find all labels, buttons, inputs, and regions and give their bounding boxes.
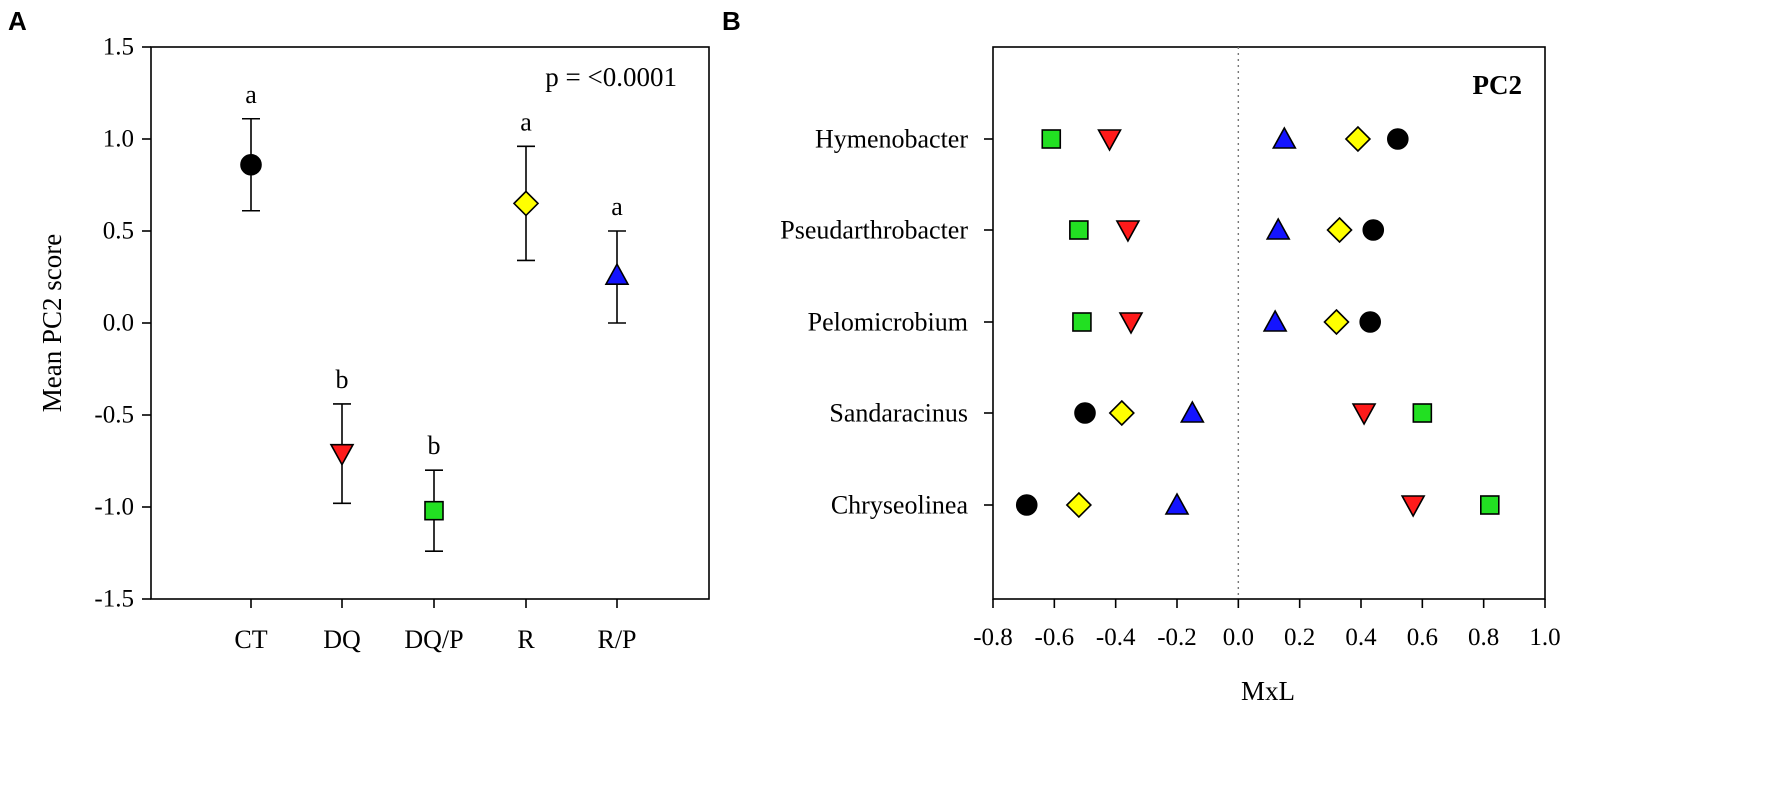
panel-a-y-axis-title: Mean PC2 score	[37, 234, 67, 412]
y-tick-label: -1.5	[94, 586, 134, 613]
point-ct-pelomicrobium	[1359, 311, 1381, 333]
x-tick-label: -0.4	[1096, 624, 1136, 651]
y-tick-label: 0.0	[103, 310, 134, 337]
point-r	[512, 190, 540, 217]
x-tick-label: -0.8	[973, 624, 1013, 651]
x-tick-label: 0.2	[1284, 624, 1315, 651]
point-ct-pseudarthrobacter	[1362, 219, 1385, 241]
point-dq-pelomicrobium	[1118, 312, 1144, 335]
x-tick-label-r: R	[517, 625, 535, 654]
point-r-p	[604, 262, 630, 285]
panel-b-x-axis-title: MxL	[1241, 676, 1295, 706]
point-r-p-hymenobacter	[1271, 126, 1297, 149]
point-dq-sandaracinus	[1351, 403, 1377, 426]
point-r-p-sandaracinus	[1179, 400, 1205, 423]
x-tick-label: 0.8	[1468, 624, 1499, 651]
point-dq-p-pseudarthrobacter	[1069, 220, 1089, 240]
x-tick-label: -0.2	[1157, 624, 1197, 651]
x-tick-label: -0.6	[1035, 624, 1075, 651]
point-r-chryseolinea	[1065, 491, 1092, 519]
x-tick-label: 1.0	[1529, 624, 1560, 651]
point-dq-p-pelomicrobium	[1072, 312, 1092, 332]
y-tick-label: 0.5	[103, 218, 134, 245]
y-tick-label: 1.0	[103, 126, 134, 153]
point-dq-hymenobacter	[1097, 129, 1122, 152]
significance-letter-r-p: a	[611, 192, 623, 221]
x-tick-label-r-p: R/P	[597, 625, 636, 654]
point-dq-chryseolinea	[1400, 495, 1426, 518]
x-tick-label-ct: CT	[234, 625, 267, 654]
x-tick-label: 0.0	[1223, 624, 1254, 651]
point-r-sandaracinus	[1108, 399, 1135, 427]
panel-b-letter: B	[722, 6, 741, 36]
x-tick-label: 0.6	[1407, 624, 1438, 651]
y-tick-label: 1.5	[103, 34, 134, 61]
taxon-label-chryseolinea: Chryseolinea	[831, 491, 969, 520]
point-r-pelomicrobium	[1323, 308, 1350, 336]
significance-letter-ct: a	[245, 80, 257, 109]
point-dq-p	[424, 500, 444, 521]
panel-b-points	[1015, 125, 1500, 519]
significance-letter-dq: b	[336, 365, 349, 394]
panel-a: A Mean PC2 score p = <0.0001 -1.5 -1.0 -0.…	[8, 6, 710, 654]
point-dq-p-hymenobacter	[1041, 129, 1062, 149]
point-ct	[240, 153, 262, 176]
x-tick-label: 0.4	[1345, 624, 1377, 651]
taxon-label-sandaracinus: Sandaracinus	[829, 399, 968, 428]
panel-a-x-ticks: CT DQ DQ/P R R/P	[234, 599, 637, 654]
panel-a-y-ticks: -1.5 -1.0 -0.5 0.0 0.5 1.0 1.5	[94, 34, 151, 613]
point-r-p-pseudarthrobacter	[1265, 217, 1291, 240]
panel-b-pc2-label: PC2	[1473, 70, 1523, 100]
panel-b-x-ticks: -0.8 -0.6 -0.4 -0.2 0.0 0.2 0.4 0.6 0.8 1.0	[973, 599, 1561, 651]
y-tick-label: -0.5	[94, 402, 134, 429]
panel-b-plot-frame	[992, 46, 1546, 600]
taxon-label-hymenobacter: Hymenobacter	[815, 125, 968, 154]
point-r-pseudarthrobacter	[1326, 216, 1353, 244]
panel-a-points: a b b a a	[240, 80, 630, 552]
point-dq-p-sandaracinus	[1412, 403, 1433, 423]
significance-letter-r: a	[520, 107, 532, 136]
significance-letter-dq-p: b	[428, 431, 441, 460]
y-tick-label: -1.0	[94, 494, 134, 521]
taxon-label-pseudarthrobacter: Pseudarthrobacter	[780, 216, 968, 245]
taxon-label-pelomicrobium: Pelomicrobium	[808, 308, 968, 337]
panel-b-y-ticks: Hymenobacter Pseudarthrobacter Pelomicrobi…	[780, 125, 993, 520]
point-ct-hymenobacter	[1387, 128, 1409, 150]
x-tick-label-dq: DQ	[323, 625, 361, 654]
point-r-hymenobacter	[1344, 125, 1372, 153]
point-ct-chryseolinea	[1015, 494, 1038, 516]
panel-a-p-value: p = <0.0001	[545, 62, 677, 92]
point-r-p-chryseolinea	[1164, 492, 1190, 515]
point-dq-pseudarthrobacter	[1115, 220, 1141, 243]
point-ct-sandaracinus	[1074, 402, 1096, 424]
x-tick-label-dq-p: DQ/P	[404, 625, 463, 654]
panel-a-letter: A	[8, 6, 27, 36]
panel-b: B PC2 MxL -0.8 -0.6 -0.4 -0.2 0.0 0.2 0.4 0.6 0.…	[722, 6, 1561, 706]
point-dq-p-chryseolinea	[1480, 495, 1500, 515]
point-r-p-pelomicrobium	[1262, 309, 1288, 332]
point-dq	[329, 443, 355, 467]
